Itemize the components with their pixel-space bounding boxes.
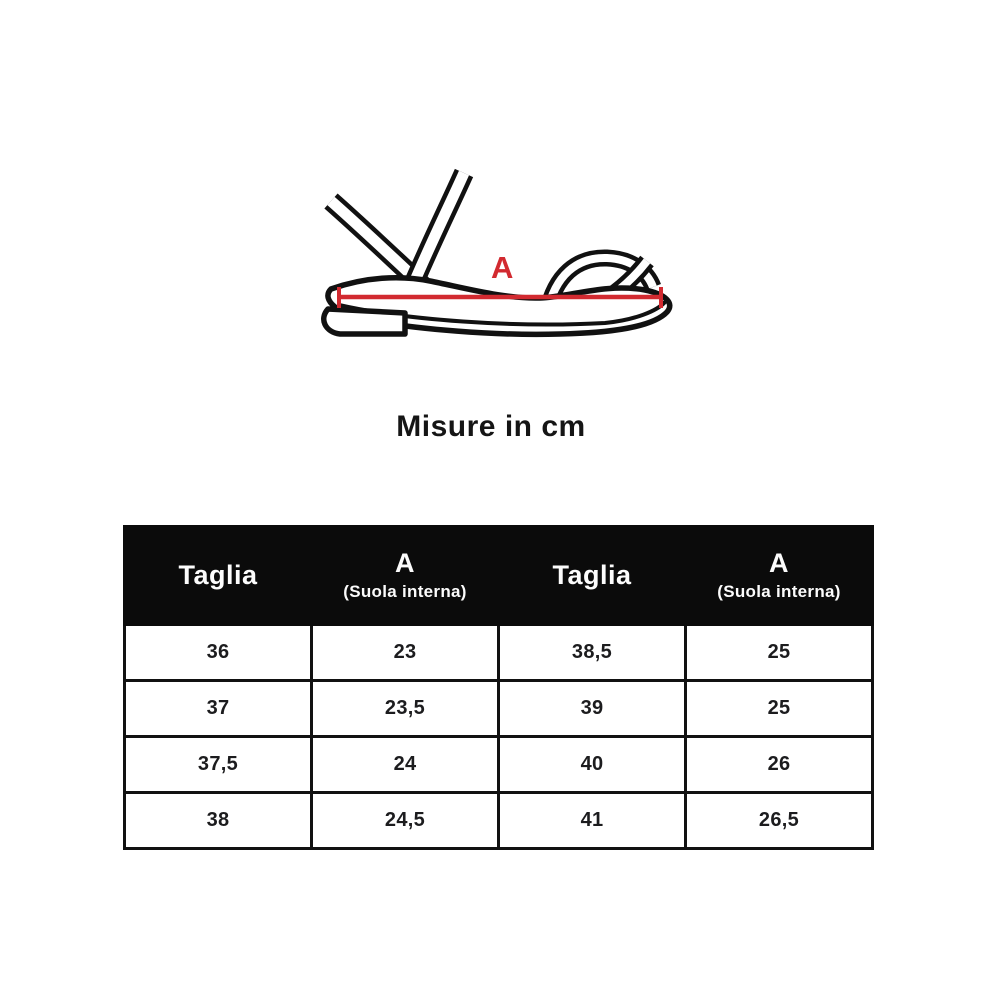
table-cell-sole-length: 23: [310, 623, 500, 682]
column-header-sublabel: (Suola interna): [343, 581, 467, 601]
table-cell-sole-length: 24,5: [310, 791, 500, 850]
table-cell-size: 37,5: [123, 735, 313, 794]
table-row: 37 23,5 39 25: [123, 679, 874, 738]
table-cell-size: 39: [497, 679, 687, 738]
sandal-illustration: A: [315, 158, 715, 350]
column-header-taglia-left: Taglia: [123, 525, 313, 626]
table-cell-sole-length: 25: [684, 623, 874, 682]
column-header-label: A: [395, 548, 415, 579]
table-cell-sole-length: 25: [684, 679, 874, 738]
table-cell-size: 41: [497, 791, 687, 850]
column-header-label: A: [769, 548, 789, 579]
table-cell-size: 38: [123, 791, 313, 850]
table-cell-sole-length: 24: [310, 735, 500, 794]
heel-block: [321, 306, 408, 337]
table-cell-sole-length: 26,5: [684, 791, 874, 850]
column-header-a-right: A (Suola interna): [684, 525, 874, 626]
size-table-header: Taglia A (Suola interna) Taglia A (Suola…: [123, 525, 874, 626]
size-chart-title: Misure in cm: [396, 410, 586, 443]
table-row: 37,5 24 40 26: [123, 735, 874, 794]
table-row: 38 24,5 41 26,5: [123, 791, 874, 850]
table-cell-sole-length: 23,5: [310, 679, 500, 738]
sandal-drawing: A: [321, 168, 673, 338]
table-cell-size: 38,5: [497, 623, 687, 682]
measurement-label-a: A: [491, 250, 513, 285]
table-cell-sole-length: 26: [684, 735, 874, 794]
table-cell-size: 36: [123, 623, 313, 682]
table-row: 36 23 38,5 25: [123, 623, 874, 682]
column-header-taglia-right: Taglia: [497, 525, 687, 626]
table-cell-size: 40: [497, 735, 687, 794]
header-row: Taglia A (Suola interna) Taglia A (Suola…: [123, 525, 874, 626]
measurement-line-a: [337, 287, 663, 308]
size-table-body: 36 23 38,5 25 37 23,5 39 25 37,5 24 40 2…: [123, 623, 874, 850]
table-cell-size: 37: [123, 679, 313, 738]
column-header-sublabel: (Suola interna): [717, 581, 841, 601]
column-header-a-left: A (Suola interna): [310, 525, 500, 626]
size-table: Taglia A (Suola interna) Taglia A (Suola…: [123, 525, 874, 850]
column-header-label: Taglia: [552, 559, 632, 590]
column-header-label: Taglia: [178, 559, 258, 590]
